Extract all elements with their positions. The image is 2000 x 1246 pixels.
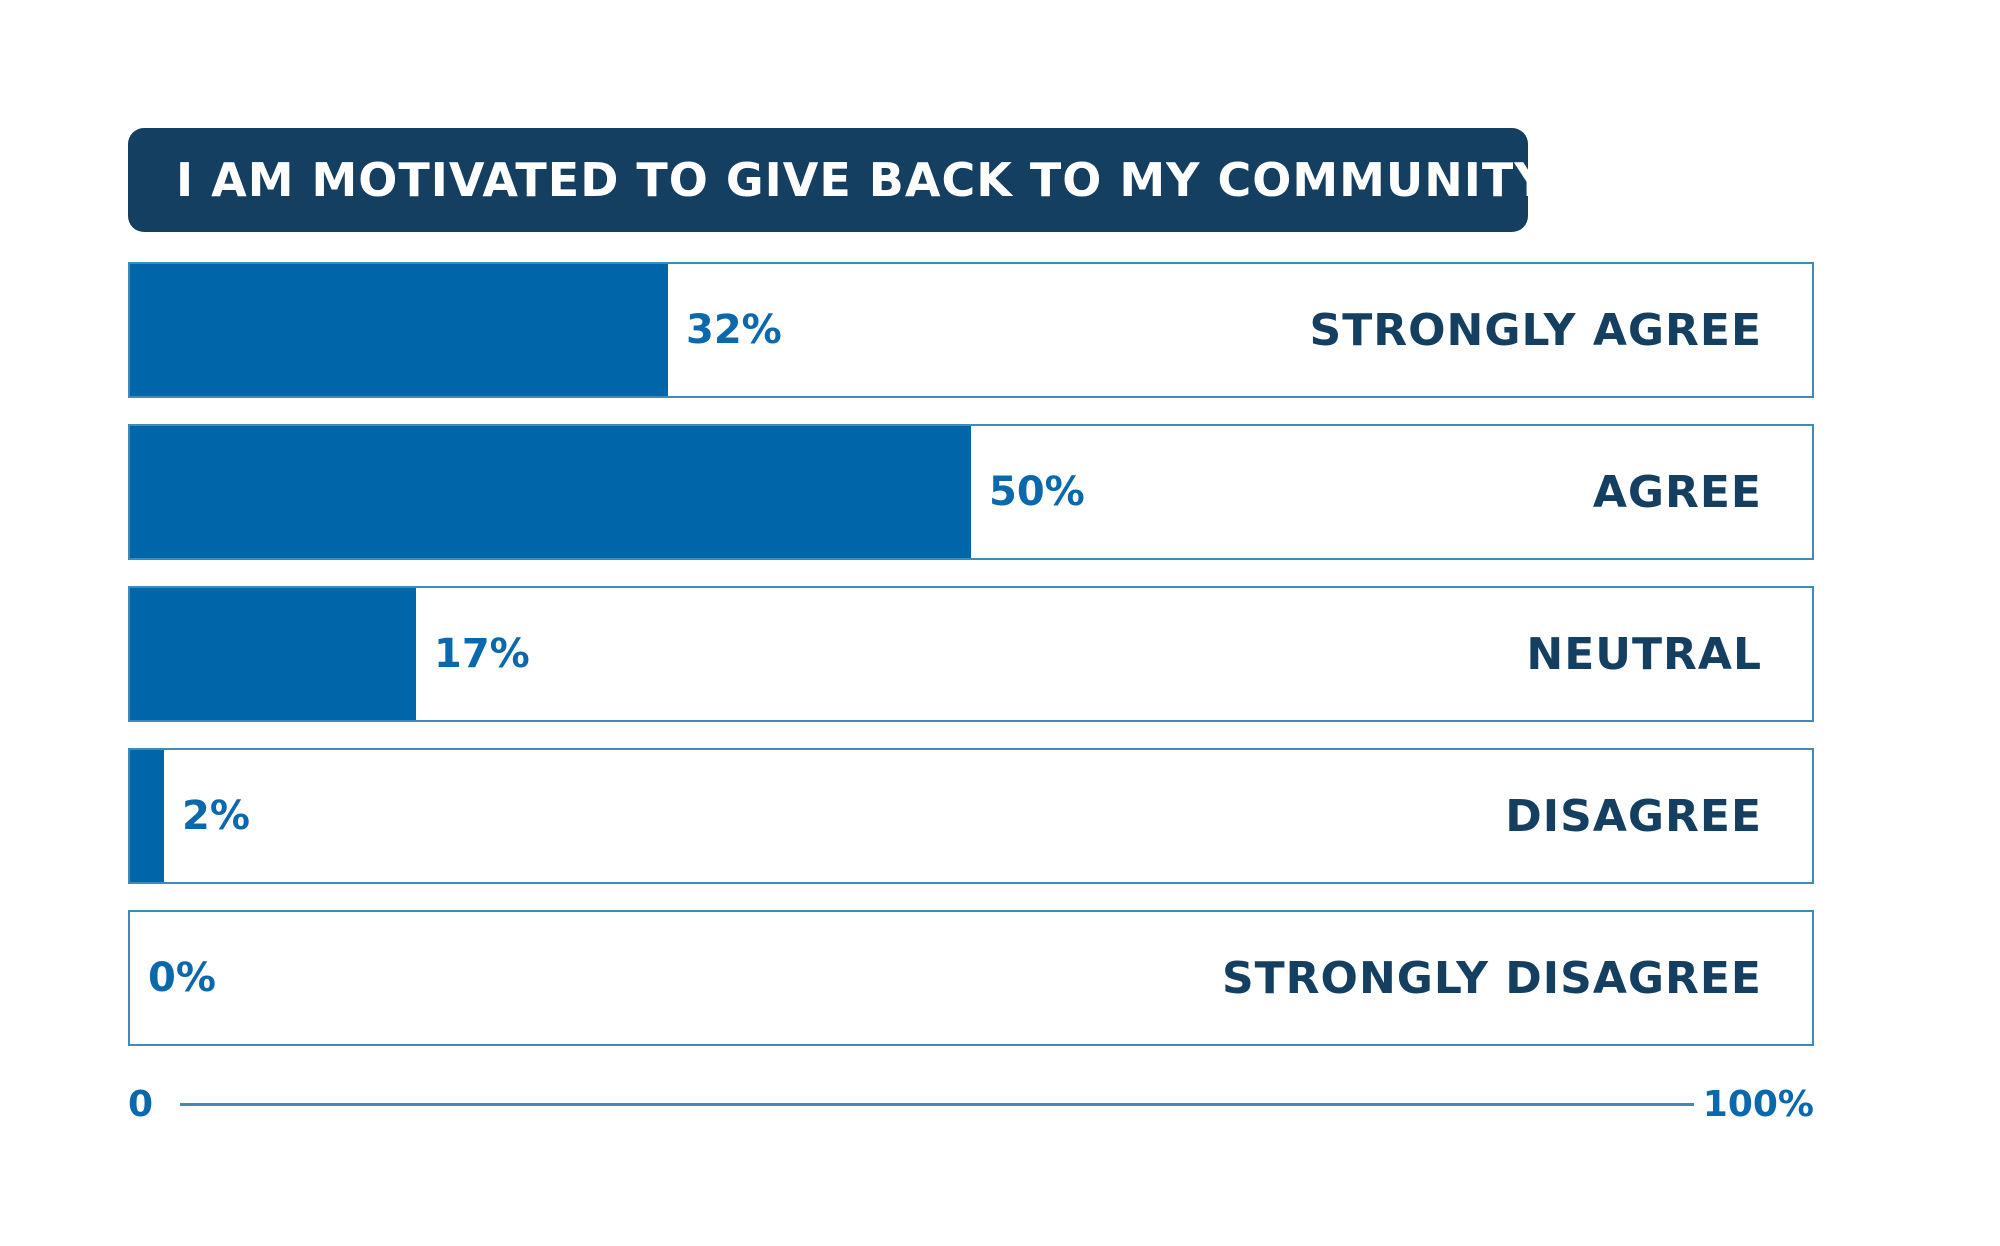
- bar-category-label: DISAGREE: [1505, 790, 1762, 842]
- bar: [130, 750, 164, 882]
- bar-row: 50% AGREE: [128, 424, 1814, 560]
- bar-row: 17% NEUTRAL: [128, 586, 1814, 722]
- chart-title: I AM MOTIVATED TO GIVE BACK TO MY COMMUN…: [176, 153, 1549, 207]
- bar-row: 32% STRONGLY AGREE: [128, 262, 1814, 398]
- bar: [130, 426, 971, 558]
- bar-category-label: AGREE: [1592, 466, 1762, 518]
- bar-category-label: STRONGLY DISAGREE: [1221, 952, 1762, 1004]
- bar-category-label: STRONGLY AGREE: [1309, 304, 1762, 356]
- chart-title-banner: I AM MOTIVATED TO GIVE BACK TO MY COMMUN…: [128, 128, 1548, 232]
- bar-category-label: NEUTRAL: [1526, 628, 1762, 680]
- bar-value-label: 50%: [989, 469, 1085, 515]
- bar-row: 2% DISAGREE: [128, 748, 1814, 884]
- bar-row: 0% STRONGLY DISAGREE: [128, 910, 1814, 1046]
- bar: [130, 264, 668, 396]
- bar-value-label: 32%: [686, 307, 782, 353]
- bar-value-label: 0%: [148, 955, 216, 1001]
- bar: [130, 588, 416, 720]
- bar-value-label: 17%: [434, 631, 530, 677]
- axis-line: [180, 1103, 1694, 1106]
- axis-max-label: 100%: [1702, 1083, 1814, 1125]
- axis-min-label: 0: [128, 1083, 154, 1125]
- bar-value-label: 2%: [182, 793, 250, 839]
